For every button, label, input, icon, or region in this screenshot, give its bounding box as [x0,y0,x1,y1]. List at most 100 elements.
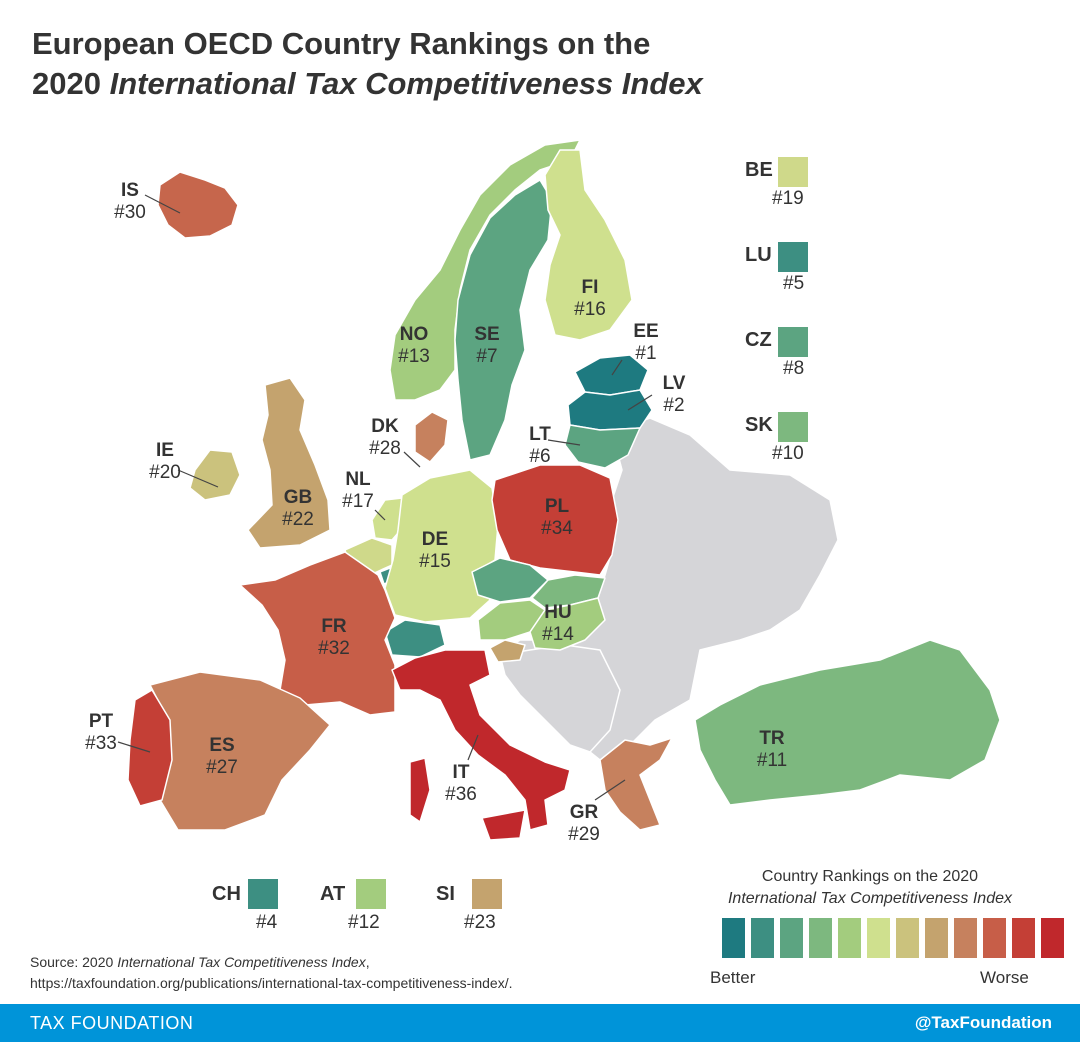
inset-swatch-CH [248,879,278,909]
inset-swatch-BE [778,157,808,187]
country-FR [239,551,396,716]
country-DE [384,469,499,623]
inset-swatch-CZ [778,327,808,357]
country-code-IT: IT [453,762,470,783]
inset-rank-LU: #5 [783,273,805,294]
color-scale [722,918,1064,958]
title-line-2: 2020 International Tax Competitiveness I… [32,64,703,104]
country-GR [599,737,673,831]
scale-swatch [867,918,890,958]
source-url[interactable]: https://taxfoundation.org/publications/i… [30,975,513,991]
inset-rank-CZ: #8 [783,358,805,379]
inset-SI: SI #23 [436,877,526,937]
inset-swatch-AT [356,879,386,909]
country-code-SE: SE [474,324,499,345]
country-code-FI: FI [582,277,599,298]
country-rank-GB: #22 [282,509,314,530]
inset-swatch-LU [778,242,808,272]
country-CH [384,619,446,658]
country-LV [567,389,653,431]
country-SI [489,639,526,663]
source-index-name: International Tax Competitiveness Index [117,954,366,970]
footer-handle[interactable]: @TaxFoundation [914,1013,1052,1032]
legend-title: Country Rankings on the 2020 Internation… [700,866,1040,910]
legend-title-line-2: International Tax Competitiveness Index [727,890,1012,907]
country-code-TR: TR [759,728,785,749]
scale-swatch [780,918,803,958]
country-rank-PT: #33 [85,733,117,754]
island-sardinia [409,757,431,823]
country-rank-IE: #20 [149,462,181,483]
country-IT [391,649,571,831]
country-TR [694,639,1001,806]
country-code-IS: IS [121,180,139,201]
leader-line-IT [467,734,479,761]
scale-swatch [1012,918,1035,958]
source-line-1: Source: 2020 International Tax Competiti… [30,952,513,973]
inset-rank-BE: #19 [772,188,804,209]
legend-better-label: Better [710,968,756,987]
country-rank-LV: #2 [663,395,684,416]
country-code-FR: FR [321,616,347,637]
inset-code-BE: BE [745,159,773,181]
country-rank-NL: #17 [342,491,374,512]
country-rank-SE: #7 [476,346,497,367]
country-rank-DE: #15 [419,551,451,572]
leader-line-NL [374,509,386,521]
inset-LU: LU #5 [745,240,835,300]
country-SE [454,179,553,461]
country-code-ES: ES [209,735,234,756]
country-code-LV: LV [663,373,686,394]
inset-rank-CH: #4 [256,912,278,933]
scale-swatch [722,918,745,958]
country-rank-LT: #6 [529,446,550,467]
inset-code-CH: CH [212,883,241,905]
country-code-EE: EE [633,321,658,342]
leader-line-EE [611,359,623,376]
footer-bar: TAX FOUNDATION @TaxFoundation [0,1004,1080,1042]
leader-line-PT [117,741,151,753]
country-rank-TR: #11 [757,750,787,771]
scale-swatch [896,918,919,958]
country-IE [189,449,241,501]
page-title: European OECD Country Rankings on the 20… [32,24,703,104]
country-rank-IS: #30 [114,202,146,223]
inset-code-LU: LU [745,244,772,266]
island-sicily [481,809,526,841]
country-code-HU: HU [544,602,571,623]
country-rank-ES: #27 [206,757,238,778]
inset-SK: SK #10 [745,410,835,470]
title-year: 2020 [32,66,101,101]
inset-rank-AT: #12 [348,912,380,933]
inset-code-CZ: CZ [745,329,772,351]
country-rank-PL: #34 [541,518,573,539]
legend-worse-label: Worse [980,968,1029,987]
country-IS [157,171,239,239]
country-rank-DK: #28 [369,438,401,459]
inset-code-AT: AT [320,883,346,905]
country-rank-IT: #36 [445,784,477,805]
country-FI [544,149,633,341]
source-prefix: Source: 2020 [30,954,114,970]
country-rank-HU: #14 [542,624,574,645]
source-suffix: , [365,954,370,970]
country-PT [127,689,173,807]
scale-swatch [809,918,832,958]
scale-swatch [838,918,861,958]
country-SK [531,574,606,609]
title-line-1: European OECD Country Rankings on the [32,26,651,61]
leader-line-IS [144,194,181,214]
scale-swatch [954,918,977,958]
country-DK [414,411,449,463]
leader-line-IE [177,469,219,488]
country-rank-GR: #29 [568,824,600,845]
country-code-GR: GR [570,802,599,823]
leader-lines [117,194,653,801]
leader-line-GR [594,779,626,801]
country-rank-NO: #13 [398,346,430,367]
scale-swatch [983,918,1006,958]
inset-rank-SK: #10 [772,443,804,464]
country-LT [564,424,641,469]
legend-title-line-1: Country Rankings on the 2020 [761,868,979,885]
